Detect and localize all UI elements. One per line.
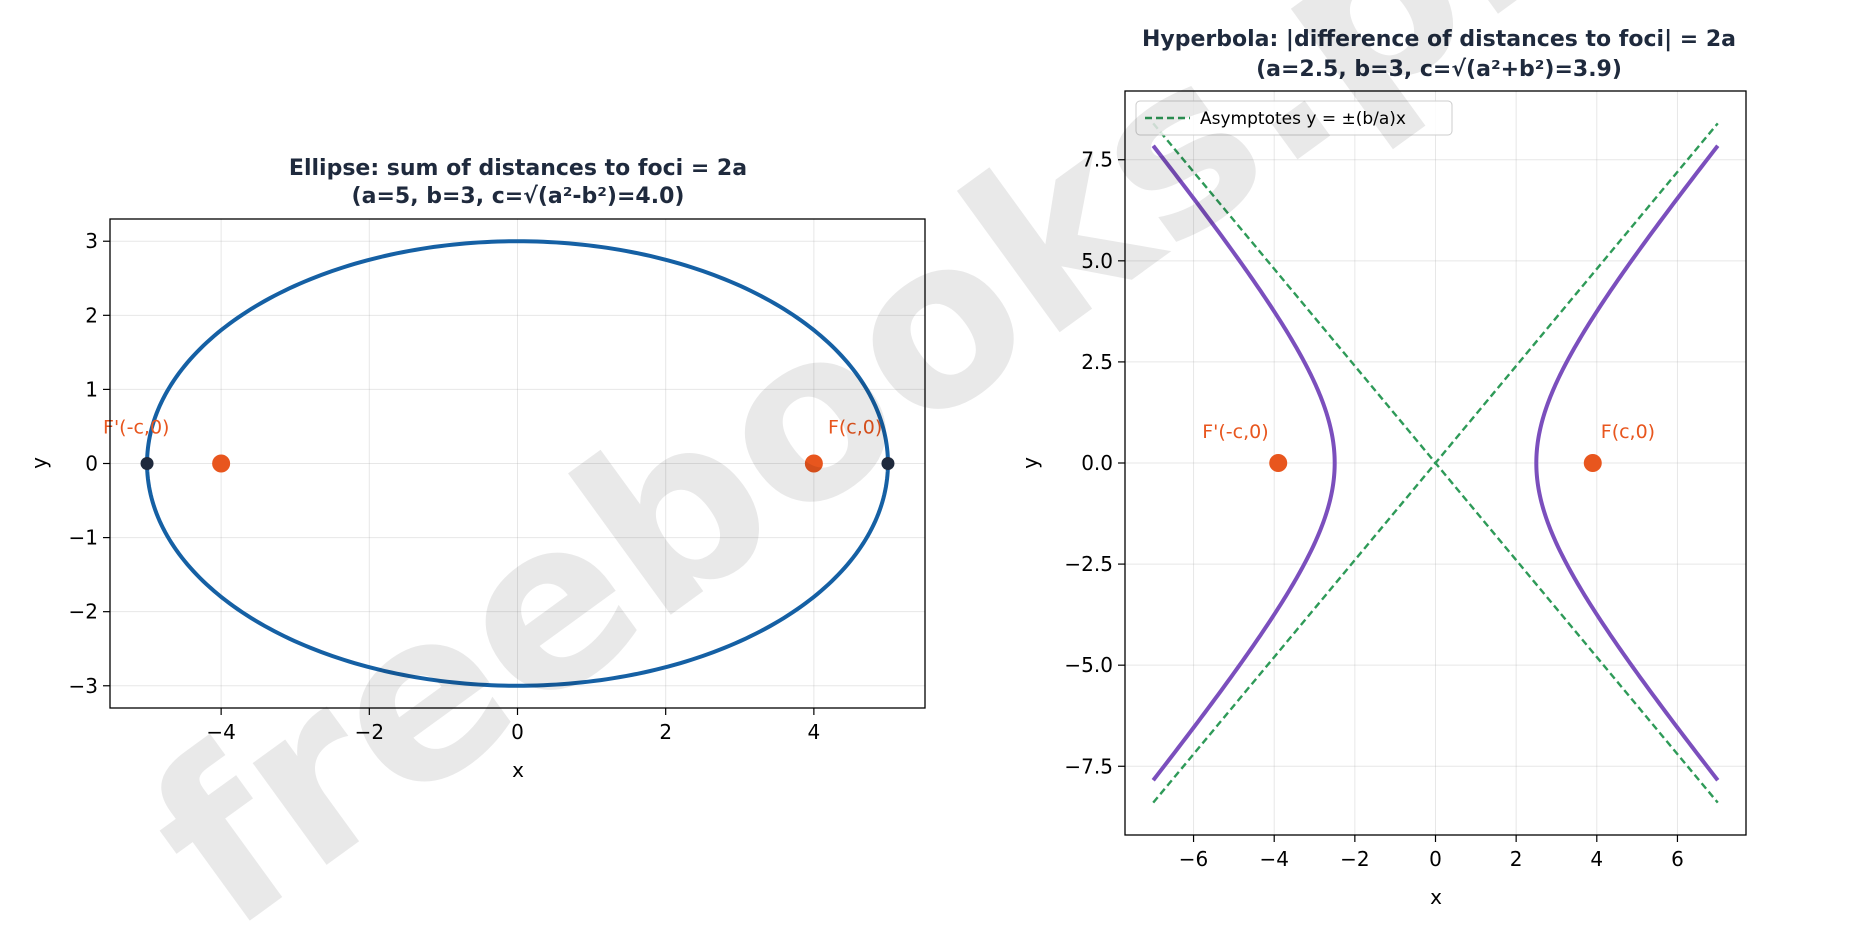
hyperbola-x-tick-label: −4 [1259, 847, 1288, 871]
hyperbola-y-tick-label: 2.5 [1081, 350, 1113, 374]
ellipse-y-tick-label: −2 [69, 600, 98, 624]
hyperbola-axis-ticks: −6 −4 −2 0 2 4 6 −7.5 −5.0 −2.5 0.0 2.5 5.0 7.5 [1064, 148, 1683, 871]
hyperbola-y-tick-label: 5.0 [1081, 249, 1113, 273]
ellipse-x-tick-label: 0 [511, 720, 524, 744]
hyperbola-focus-left-label: F'(-c,0) [1202, 421, 1268, 443]
watermark: freebooks.pk [105, 0, 1642, 935]
ellipse-y-tick-label: 3 [85, 229, 98, 253]
hyperbola-focus-right-label: F(c,0) [1601, 421, 1655, 443]
ellipse-vertex-right-point [881, 457, 895, 470]
hyperbola-y-tick-label: 7.5 [1081, 148, 1113, 172]
hyperbola-left-branch [1151, 144, 1337, 782]
ellipse-y-tick-label: 0 [85, 452, 98, 476]
ellipse-chart-title: Ellipse: sum of distances to foci = 2a [289, 156, 747, 181]
ellipse-chart: Ellipse: sum of distances to foci = 2a (… [27, 156, 926, 782]
hyperbola-x-tick-label: 0 [1429, 847, 1442, 871]
ellipse-annotations: F'(-c,0) F(c,0) [103, 417, 882, 439]
ellipse-y-tick-label: 1 [85, 377, 98, 401]
hyperbola-chart-title: Hyperbola: |difference of distances to f… [1142, 27, 1736, 52]
legend-box [1135, 100, 1453, 136]
hyperbola-focus-left-point [1269, 454, 1288, 472]
ellipse-focus-left-point [212, 454, 231, 473]
hyperbola-y-tick-label: −5.0 [1064, 653, 1113, 677]
hyperbola-x-tick-label: −2 [1340, 847, 1369, 871]
hyperbola-chart: Hyperbola: |difference of distances to f… [1018, 27, 1747, 909]
ellipse-series [140, 239, 895, 688]
ellipse-vertex-left-point [140, 457, 154, 470]
hyperbola-y-tick-label: 0.0 [1081, 451, 1113, 475]
hyperbola-y-tick-label: −7.5 [1064, 754, 1113, 778]
hyperbola-annotations: F'(-c,0) F(c,0) [1202, 421, 1655, 443]
ellipse-axis-ticks: −4 −2 0 2 4 −3 −2 −1 0 1 2 3 [69, 229, 821, 744]
ellipse-y-tick-label: −3 [69, 674, 98, 698]
hyperbola-x-tick-label: 6 [1671, 847, 1684, 871]
ellipse-y-tick-label: 2 [85, 303, 98, 327]
ellipse-x-tick-label: 4 [807, 720, 820, 744]
legend-asymptote-label: Asymptotes y = ±(b/a)x [1200, 109, 1406, 129]
ellipse-y-tick-label: −1 [69, 526, 98, 550]
hyperbola-x-axis-label: x [1430, 885, 1442, 909]
ellipse-focus-right-label: F(c,0) [828, 417, 882, 439]
ellipse-y-axis-label: y [27, 457, 51, 469]
ellipse-x-tick-label: −4 [206, 720, 235, 744]
ellipse-focus-left-label: F'(-c,0) [103, 417, 169, 439]
hyperbola-focus-right-point [1583, 454, 1602, 472]
ellipse-x-axis-label: x [512, 758, 524, 782]
ellipse-chart-subtitle: (a=5, b=3, c=√(a²-b²)=4.0) [352, 184, 685, 209]
hyperbola-x-tick-label: 2 [1510, 847, 1523, 871]
hyperbola-x-tick-label: 4 [1590, 847, 1603, 871]
legend: Asymptotes y = ±(b/a)x [1135, 100, 1453, 136]
ellipse-focus-right-point [804, 454, 823, 473]
asymptote-negative-line [1152, 122, 1719, 804]
hyperbola-right-branch [1534, 144, 1720, 782]
ellipse-x-tick-label: −2 [355, 720, 384, 744]
hyperbola-x-tick-label: −6 [1179, 847, 1208, 871]
ellipse-x-tick-label: 2 [659, 720, 672, 744]
hyperbola-y-axis-label: y [1018, 457, 1042, 469]
hyperbola-series [1151, 122, 1720, 804]
hyperbola-y-tick-label: −2.5 [1064, 552, 1113, 576]
hyperbola-chart-subtitle: (a=2.5, b=3, c=√(a²+b²)=3.9) [1256, 57, 1622, 82]
